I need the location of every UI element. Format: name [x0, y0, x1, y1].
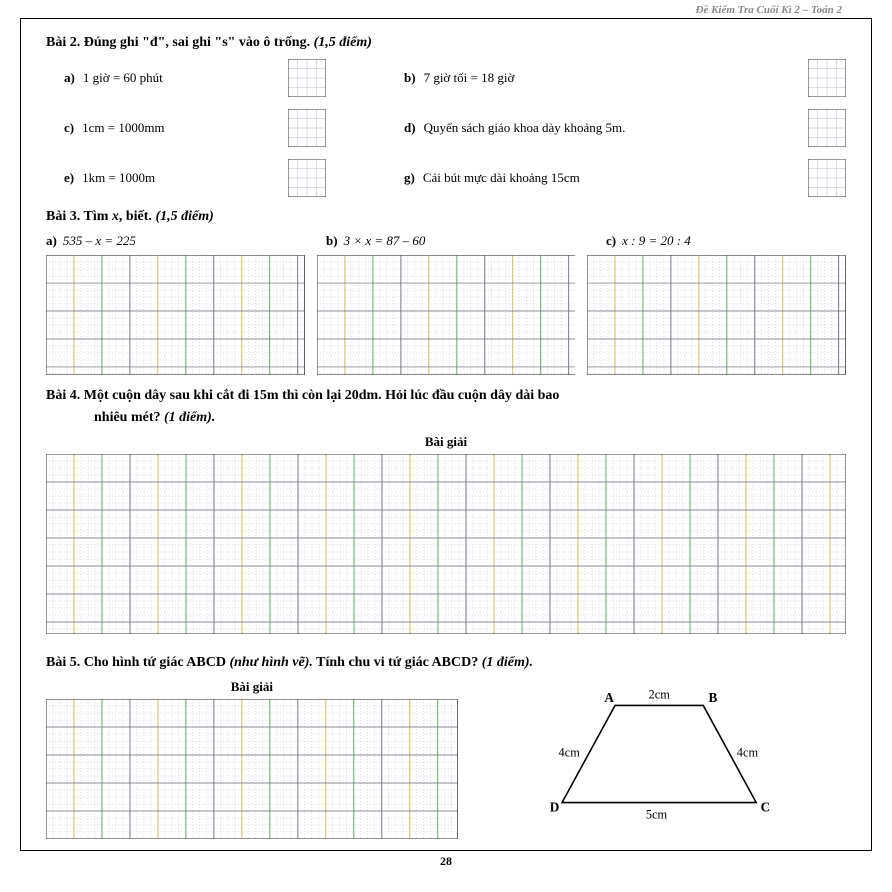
q2-text: 1km = 1000m	[82, 170, 155, 186]
answer-box[interactable]	[288, 109, 326, 147]
side-AB: 2cm	[648, 687, 670, 701]
bai3-title: Bài 3. Tìm x, biết. (1,5 điểm)	[46, 209, 846, 225]
bai5-hint: (như hình vẽ).	[229, 655, 312, 670]
answer-box[interactable]	[808, 109, 846, 147]
vertex-A: A	[604, 690, 614, 705]
q2-text: Quyển sách giáo khoa dày khoảng 5m.	[424, 120, 626, 136]
q2-label: b)	[404, 70, 416, 86]
bai3-b-text: 3 × x = 87 – 60	[344, 233, 426, 248]
bai4-work-grid[interactable]	[46, 454, 846, 634]
bai3-points: (1,5 điểm)	[155, 209, 213, 224]
bai5-prefix: Bài 5. Cho hình tứ giác ABCD	[46, 655, 229, 670]
answer-box[interactable]	[808, 59, 846, 97]
bai4-title: Bài 4. Một cuộn dây sau khi cắt đi 15m t…	[46, 385, 846, 430]
answer-box[interactable]	[288, 159, 326, 197]
bai3-b-label: b)	[326, 233, 338, 248]
q2-label: a)	[64, 70, 75, 86]
bai2-title-text: Bài 2. Đúng ghi "đ", sai ghi "s" vào ô t…	[46, 35, 314, 50]
side-CD: 5cm	[646, 807, 668, 821]
q2-text: 1cm = 1000mm	[82, 120, 164, 136]
q2-label: d)	[404, 120, 416, 136]
answer-box[interactable]	[288, 59, 326, 97]
q2-text: 7 giờ tối = 18 giờ	[424, 70, 515, 86]
bai4-points: (1 điểm).	[164, 410, 215, 425]
q2-label: g)	[404, 170, 415, 186]
bai2-title: Bài 2. Đúng ghi "đ", sai ghi "s" vào ô t…	[46, 35, 846, 51]
bai4-line1: Bài 4. Một cuộn dây sau khi cắt đi 15m t…	[46, 388, 559, 403]
bai4-giai-label: Bài giải	[46, 434, 846, 450]
page-number: 28	[20, 850, 872, 869]
vertex-C: C	[760, 799, 770, 814]
bai3-c-text: x : 9 = 20 : 4	[622, 233, 691, 248]
bai5-suffix: Tính chu vi tứ giác ABCD?	[313, 655, 482, 670]
work-grid[interactable]	[46, 255, 305, 375]
bai4-line2: nhiêu mét?	[94, 410, 164, 425]
side-BC: 4cm	[737, 745, 759, 759]
bai3-suffix: , biết.	[119, 209, 156, 224]
answer-box[interactable]	[808, 159, 846, 197]
bai3-equations: a) 535 – x = 225 b) 3 × x = 87 – 60 c) x : …	[46, 233, 846, 249]
bai3-a-label: a)	[46, 233, 57, 248]
bai3-work-grids	[46, 255, 846, 375]
vertex-B: B	[708, 690, 717, 705]
bai3-prefix: Bài 3. Tìm	[46, 209, 112, 224]
page-content: Bài 2. Đúng ghi "đ", sai ghi "s" vào ô t…	[20, 19, 872, 850]
bai5-work-grid[interactable]	[46, 699, 458, 839]
trapezoid-figure: A B C D 2cm 4cm 5cm 4cm	[472, 679, 846, 829]
bai5-giai-label: Bài giải	[46, 679, 458, 695]
bai2-points: (1,5 điểm)	[314, 35, 372, 50]
page-header: Đề Kiểm Tra Cuối Kì 2 – Toán 2	[20, 0, 872, 19]
q2-text: 1 giờ = 60 phút	[83, 70, 163, 86]
q2-label: c)	[64, 120, 74, 136]
bai5-title: Bài 5. Cho hình tứ giác ABCD (như hình v…	[46, 655, 846, 671]
bai2-items: a) 1 giờ = 60 phút b) 7 giờ tối = 18 giờ c) 1…	[46, 59, 846, 197]
bai3-a-text: 535 – x = 225	[63, 233, 136, 248]
q2-text: Cái bút mực dài khoảng 15cm	[423, 170, 580, 186]
vertex-D: D	[549, 799, 559, 814]
work-grid[interactable]	[587, 255, 846, 375]
side-DA: 4cm	[558, 745, 580, 759]
bai5-points: (1 điểm).	[482, 655, 533, 670]
q2-label: e)	[64, 170, 74, 186]
bai3-var: x	[112, 209, 119, 224]
work-grid[interactable]	[317, 255, 576, 375]
bai3-c-label: c)	[606, 233, 616, 248]
